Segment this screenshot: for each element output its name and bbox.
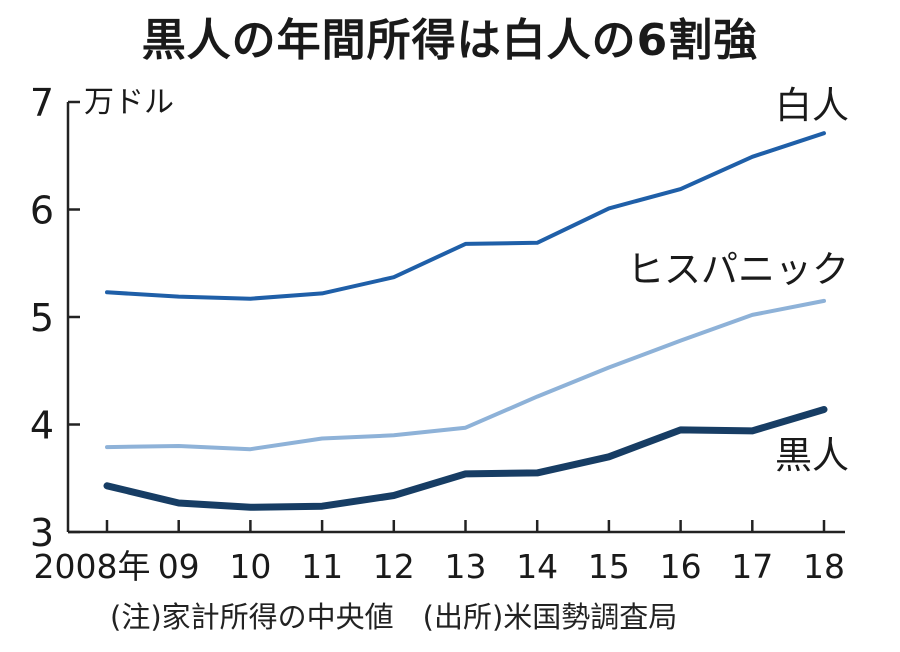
y-tick-label: 7 <box>30 81 54 125</box>
y-tick-label: 3 <box>30 511 54 555</box>
series-line-hispanic <box>105 298 826 452</box>
x-tick-label: 16 <box>660 547 702 586</box>
x-tick-label: 18 <box>803 547 845 586</box>
chart-title: 黒人の年間所得は白人の6割強 <box>141 15 759 66</box>
x-tick-label: 11 <box>301 547 343 586</box>
y-tick-label: 5 <box>30 296 54 340</box>
y-tick-label: 6 <box>30 189 54 233</box>
series-label-hispanic: ヒスパニック <box>627 248 849 291</box>
series-label-white: 白人 <box>775 84 849 127</box>
x-tick-label: 17 <box>731 547 773 586</box>
x-tick-label: 2008年 <box>34 547 151 586</box>
y-tick-label: 4 <box>30 404 54 448</box>
x-tick-label: 15 <box>588 547 630 586</box>
x-tick-label: 13 <box>445 547 487 586</box>
series-label-black: 黒人 <box>775 434 849 477</box>
x-tick-label: 10 <box>229 547 271 586</box>
series-line-white <box>105 131 826 301</box>
x-tick-label: 09 <box>158 547 200 586</box>
y-unit-label: 万ドル <box>84 85 174 120</box>
series-line-black <box>103 406 828 511</box>
x-tick-label: 14 <box>516 547 558 586</box>
x-tick-label: 12 <box>373 547 415 586</box>
chart-footnote: (注)家計所得の中央値 (出所)米国勢調査局 <box>110 600 678 634</box>
